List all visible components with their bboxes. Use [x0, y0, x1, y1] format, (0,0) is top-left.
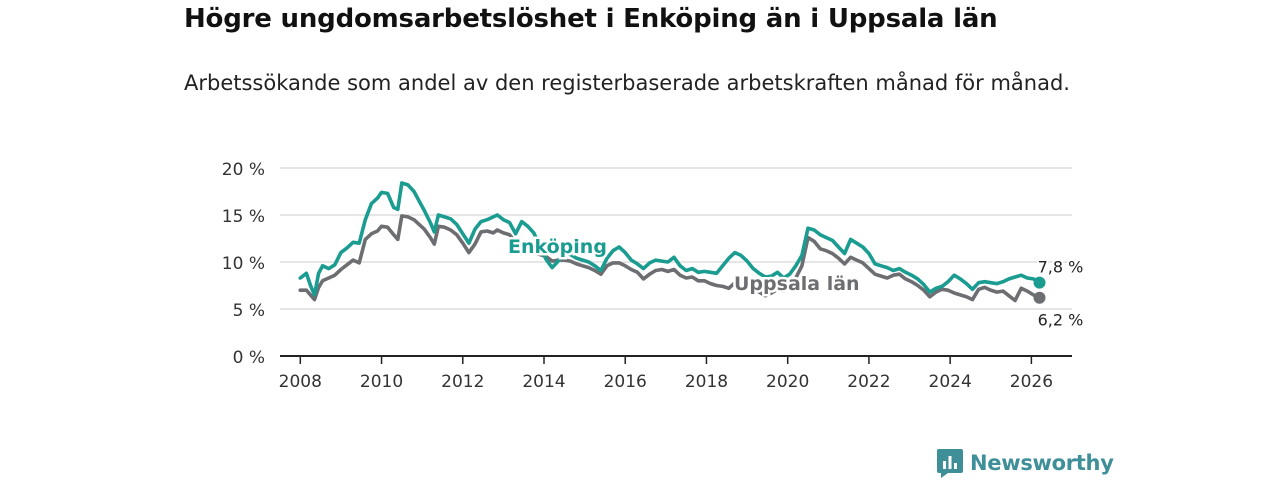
line-chart: 0 %5 %10 %15 %20 % 2008 2010 2012 2014 2016 2…: [222, 160, 1086, 392]
series-label-enkoping: Enköping: [508, 236, 607, 258]
chart-subtitle: Arbetssökande som andel av den registerb…: [184, 71, 1070, 95]
y-tick-label: 0 %: [233, 348, 265, 368]
brand-name: Newsworthy: [970, 451, 1114, 475]
chart-title: Högre ungdomsarbetslöshet i Enköping än …: [184, 4, 998, 34]
x-tick-label: 2018: [685, 372, 728, 392]
y-tick-label: 20 %: [222, 160, 265, 180]
label-layer: Enköping Uppsala län 7,8 % 6,2 %: [506, 234, 1086, 332]
newsworthy-logo-icon: [937, 449, 963, 478]
x-tick-label: 2016: [604, 372, 647, 392]
x-tick-label: 2026: [1010, 372, 1053, 392]
y-tick-label: 10 %: [222, 254, 265, 274]
grid-layer: [280, 167, 1072, 310]
series-endpoint-enkoping: [1033, 276, 1046, 289]
series-line-uppsala-lan: [298, 214, 1042, 303]
series-line-enkoping: [298, 181, 1042, 297]
x-tick-label: 2014: [522, 372, 565, 392]
series-layer: [298, 181, 1046, 304]
x-tick-label: 2022: [847, 372, 890, 392]
y-axis: 0 % 5 % 10 % 15 % 20 %: [222, 160, 265, 368]
x-tick-label: 2020: [766, 372, 809, 392]
end-value-label-enkoping: 7,8 %: [1038, 258, 1084, 277]
x-tick-label: 2024: [929, 372, 972, 392]
series-endpoint-uppsala-lan: [1033, 291, 1046, 304]
series-label-uppsala-lan: Uppsala län: [734, 273, 860, 295]
x-tick-label: 2008: [279, 372, 322, 392]
x-axis: 2008 2010 2012 2014 2016 2018 2020 2022 2024 2026: [279, 356, 1053, 392]
y-tick-label: 5 %: [233, 301, 265, 321]
x-tick-label: 2012: [441, 372, 484, 392]
y-tick-label: 15 %: [222, 207, 265, 227]
brand-logo: Newsworthy: [936, 448, 1114, 478]
end-value-label-uppsala-lan: 6,2 %: [1038, 311, 1084, 330]
x-tick-label: 2010: [360, 372, 403, 392]
